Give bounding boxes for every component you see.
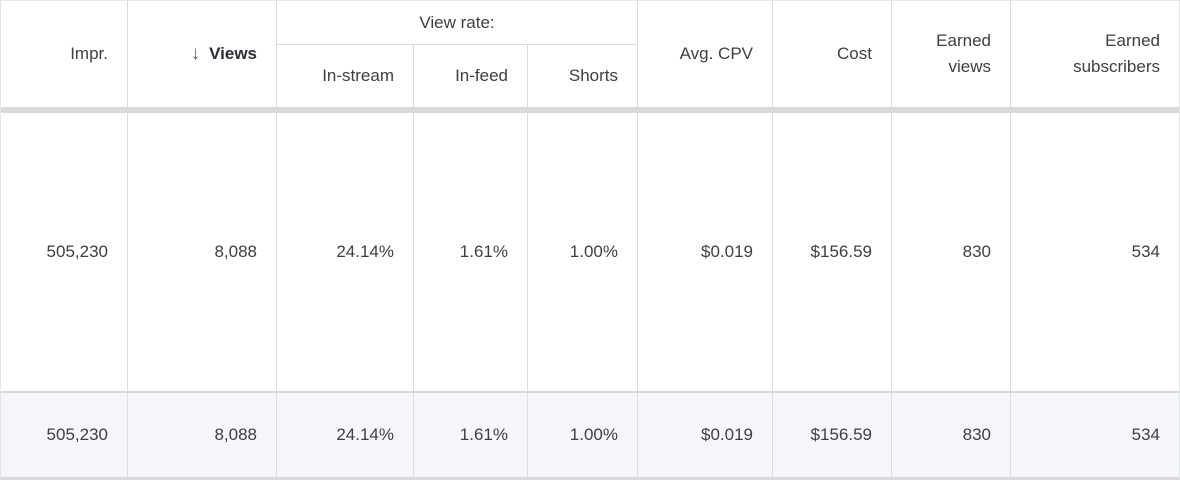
table-header: Impr. ↓ Views View rate: In-stream In-fe… <box>1 1 1179 107</box>
column-group-header-view-rate: View rate: <box>277 1 638 45</box>
column-header-in-feed[interactable]: In-feed <box>414 45 528 107</box>
earned-subscribers-cell: 534 <box>1131 242 1160 261</box>
view-rate-group-label: View rate: <box>419 12 495 32</box>
views-cell: 8,088 <box>128 113 277 391</box>
in-feed-header-label: In-feed <box>455 66 508 85</box>
in-feed-rate-cell: 1.61% <box>414 113 528 391</box>
impressions-cell: 505,230 <box>1 113 128 391</box>
views-header-label: Views <box>209 44 257 63</box>
totals-in-stream-rate-cell: 24.14% <box>277 393 414 477</box>
cost-header-label: Cost <box>837 44 872 63</box>
table-row: 505,230 8,088 24.14% 1.61% 1.00% $0.019 … <box>1 113 1179 391</box>
column-header-avg-cpv[interactable]: Avg. CPV <box>638 1 773 107</box>
impressions-header-label: Impr. <box>70 44 108 63</box>
totals-cost-cell: $156.59 <box>773 393 892 477</box>
in-stream-header-label: In-stream <box>322 66 394 85</box>
totals-avg-cpv-cell: $0.019 <box>638 393 773 477</box>
totals-row: 505,230 8,088 24.14% 1.61% 1.00% $0.019 … <box>1 393 1179 477</box>
avg-cpv-cell: $0.019 <box>638 113 773 391</box>
totals-divider <box>1 391 1179 393</box>
column-header-shorts[interactable]: Shorts <box>528 45 638 107</box>
totals-shorts-rate-cell: 1.00% <box>528 393 638 477</box>
column-header-earned-subscribers[interactable]: Earned subscribers <box>1011 1 1179 107</box>
earned-views-header-label: Earned views <box>936 31 991 76</box>
avg-cpv-header-label: Avg. CPV <box>679 44 753 63</box>
column-header-cost[interactable]: Cost <box>773 1 892 107</box>
totals-earned-views-cell: 830 <box>892 393 1011 477</box>
cost-cell: $156.59 <box>773 113 892 391</box>
totals-impressions-cell: 505,230 <box>1 393 128 477</box>
earned-subscribers-header-label: Earned subscribers <box>1073 31 1160 76</box>
in-stream-rate-cell: 24.14% <box>277 113 414 391</box>
totals-earned-subscribers-cell: 534 <box>1131 425 1160 444</box>
column-header-impressions[interactable]: Impr. <box>1 1 128 107</box>
shorts-rate-cell: 1.00% <box>528 113 638 391</box>
totals-views-cell: 8,088 <box>128 393 277 477</box>
earned-views-cell: 830 <box>892 113 1011 391</box>
header-body-divider <box>1 107 1179 113</box>
totals-in-feed-rate-cell: 1.61% <box>414 393 528 477</box>
shorts-header-label: Shorts <box>568 66 618 85</box>
column-header-views[interactable]: ↓ Views <box>128 1 277 107</box>
column-header-earned-views[interactable]: Earned views <box>892 1 1011 107</box>
column-header-in-stream[interactable]: In-stream <box>277 45 414 107</box>
sort-descending-icon: ↓ <box>190 43 201 64</box>
